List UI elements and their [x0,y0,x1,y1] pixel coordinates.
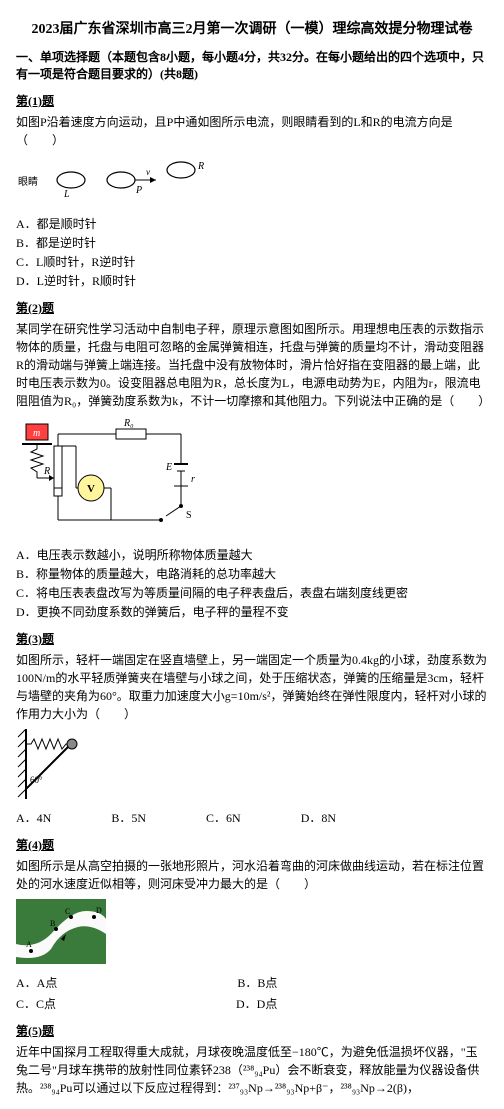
q2-diagram: m R R₀ E r S [16,416,488,540]
q2-opt-a: A．电压表示数越小，说明所称物体质量越大 [16,546,488,563]
svg-text:E: E [165,462,172,473]
q3-options: A．4N B．5N C．6N D．8N [16,809,488,826]
q3-opt-d: D．8N [301,809,336,826]
svg-text:r: r [191,474,195,485]
svg-text:R: R [197,161,204,172]
q3-opt-b: B．5N [111,809,146,826]
q4-opt-b: B．B点 [237,974,277,991]
svg-text:R₀: R₀ [123,418,134,429]
svg-text:v: v [146,167,150,177]
q1-number: 第(1)题 [16,92,488,109]
q4-options-2: C．C点 D．D点 [16,995,488,1012]
q4-number: 第(4)题 [16,836,488,853]
q2-text: 某同学在研究性学习活动中自制电子秤，原理示意图如图所示。用理想电压表的示数指示物… [16,320,488,410]
q1-opt-b: B．都是逆时针 [16,234,488,251]
q4-text: 如图所示是从高空拍摄的一张地形照片，河水沿着弯曲的河床做曲线运动，若在标注位置处… [16,857,488,893]
q3-diagram: 60° [16,729,488,803]
q1-opt-d: D．L逆时针，R顺时针 [16,272,488,289]
svg-text:C: C [65,907,70,916]
q3-opt-c: C．6N [206,809,241,826]
svg-text:60°: 60° [30,775,43,785]
svg-text:D: D [96,906,102,915]
svg-text:S: S [186,510,192,521]
q2-opt-b: B．称量物体的质量越大，电路消耗的总功率越大 [16,565,488,582]
q1-diagram: 眼睛 L v P R [16,155,488,209]
q5-text: 近年中国探月工程取得重大成就，月球夜晚温度低至−180℃，为避免低温损坏仪器，"… [16,1043,488,1097]
svg-text:A: A [26,940,32,949]
q4-diagram: A B C D [16,899,488,968]
svg-text:m: m [33,428,40,439]
exam-title: 2023届广东省深圳市高三2月第一次调研（一模）理综高效提分物理试卷 [16,18,488,38]
q2-opt-d: D．更换不同劲度系数的弹簧后，电子秤的量程不变 [16,603,488,620]
q3-text: 如图所示，轻杆一端固定在竖直墙壁上，另一端固定一个质量为0.4kg的小球，劲度系… [16,651,488,723]
q4-opt-a: A．A点 [16,974,57,991]
q4-options-1: A．A点 B．B点 [16,974,488,991]
svg-text:L: L [63,189,70,200]
q2-opt-c: C．将电压表表盘改写为等质量间隔的电子秤表盘后，表盘右端刻度线更密 [16,584,488,601]
q1-options: A．都是顺时针 B．都是逆时针 C．L顺时针，R逆时针 D．L逆时针，R顺时针 [16,215,488,289]
svg-text:P: P [135,185,142,196]
eye-label: 眼睛 [18,176,38,188]
q4-opt-d: D．D点 [236,995,277,1012]
q5-number: 第(5)题 [16,1022,488,1039]
q2-options: A．电压表示数越小，说明所称物体质量越大 B．称量物体的质量越大，电路消耗的总功… [16,546,488,620]
q4-opt-c: C．C点 [16,995,56,1012]
q1-text: 如图P沿着速度方向运动，且P中通如图所示电流，则眼睛看到的L和R的电流方向是（ … [16,113,488,149]
q3-number: 第(3)题 [16,630,488,647]
section-1-header: 一、单项选择题（本题包含8小题，每小题4分，共32分。在每小题给出的四个选项中，… [16,48,488,82]
svg-text:V: V [87,483,95,495]
q1-opt-c: C．L顺时针，R逆时针 [16,253,488,270]
svg-text:B: B [50,919,55,928]
q2-number: 第(2)题 [16,299,488,316]
q3-opt-a: A．4N [16,809,51,826]
q1-opt-a: A．都是顺时针 [16,215,488,232]
